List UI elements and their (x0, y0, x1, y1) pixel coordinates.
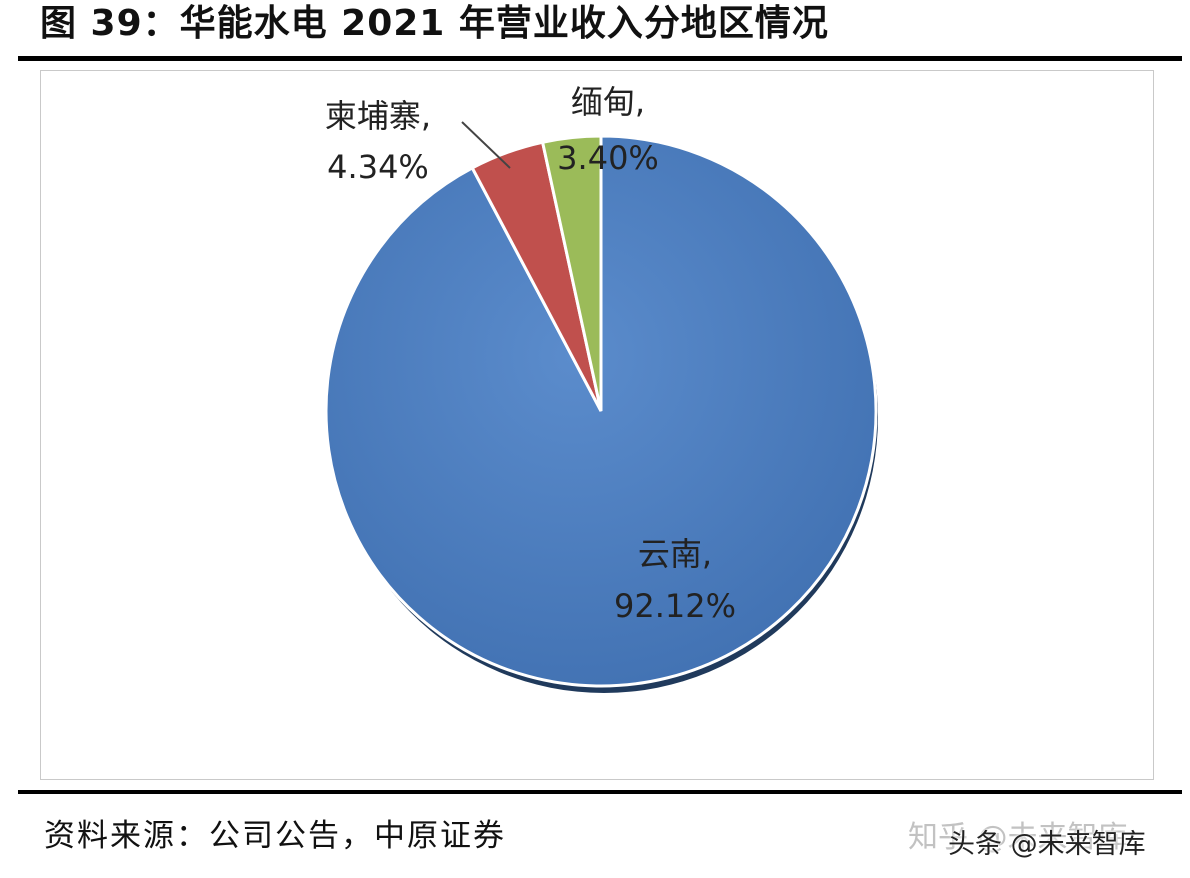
leader-line-cambodia (461, 121, 511, 169)
pie-slice-myanmar (540, 134, 603, 412)
watermark-toutiao: 头条 @未来智库 (948, 829, 1146, 860)
bottom-rule (18, 790, 1182, 794)
slice-label-value-cambodia: 4.34% (327, 148, 429, 186)
chart-title: 图 39：华能水电 2021 年营业收入分地区情况 (40, 3, 829, 44)
slice-label-name-yunnan: 云南, (638, 535, 712, 573)
slice-label-name-cambodia: 柬埔寨, (325, 97, 431, 135)
slice-label-name-myanmar: 缅甸, (571, 83, 645, 121)
source-note: 资料来源：公司公告，中原证券 (44, 818, 506, 854)
top-rule (18, 56, 1182, 61)
slice-label-value-myanmar: 3.40% (557, 139, 659, 177)
slice-label-value-yunnan: 92.12% (614, 587, 736, 625)
watermark-zhihu: 知乎 @未来智库 (908, 820, 1128, 855)
